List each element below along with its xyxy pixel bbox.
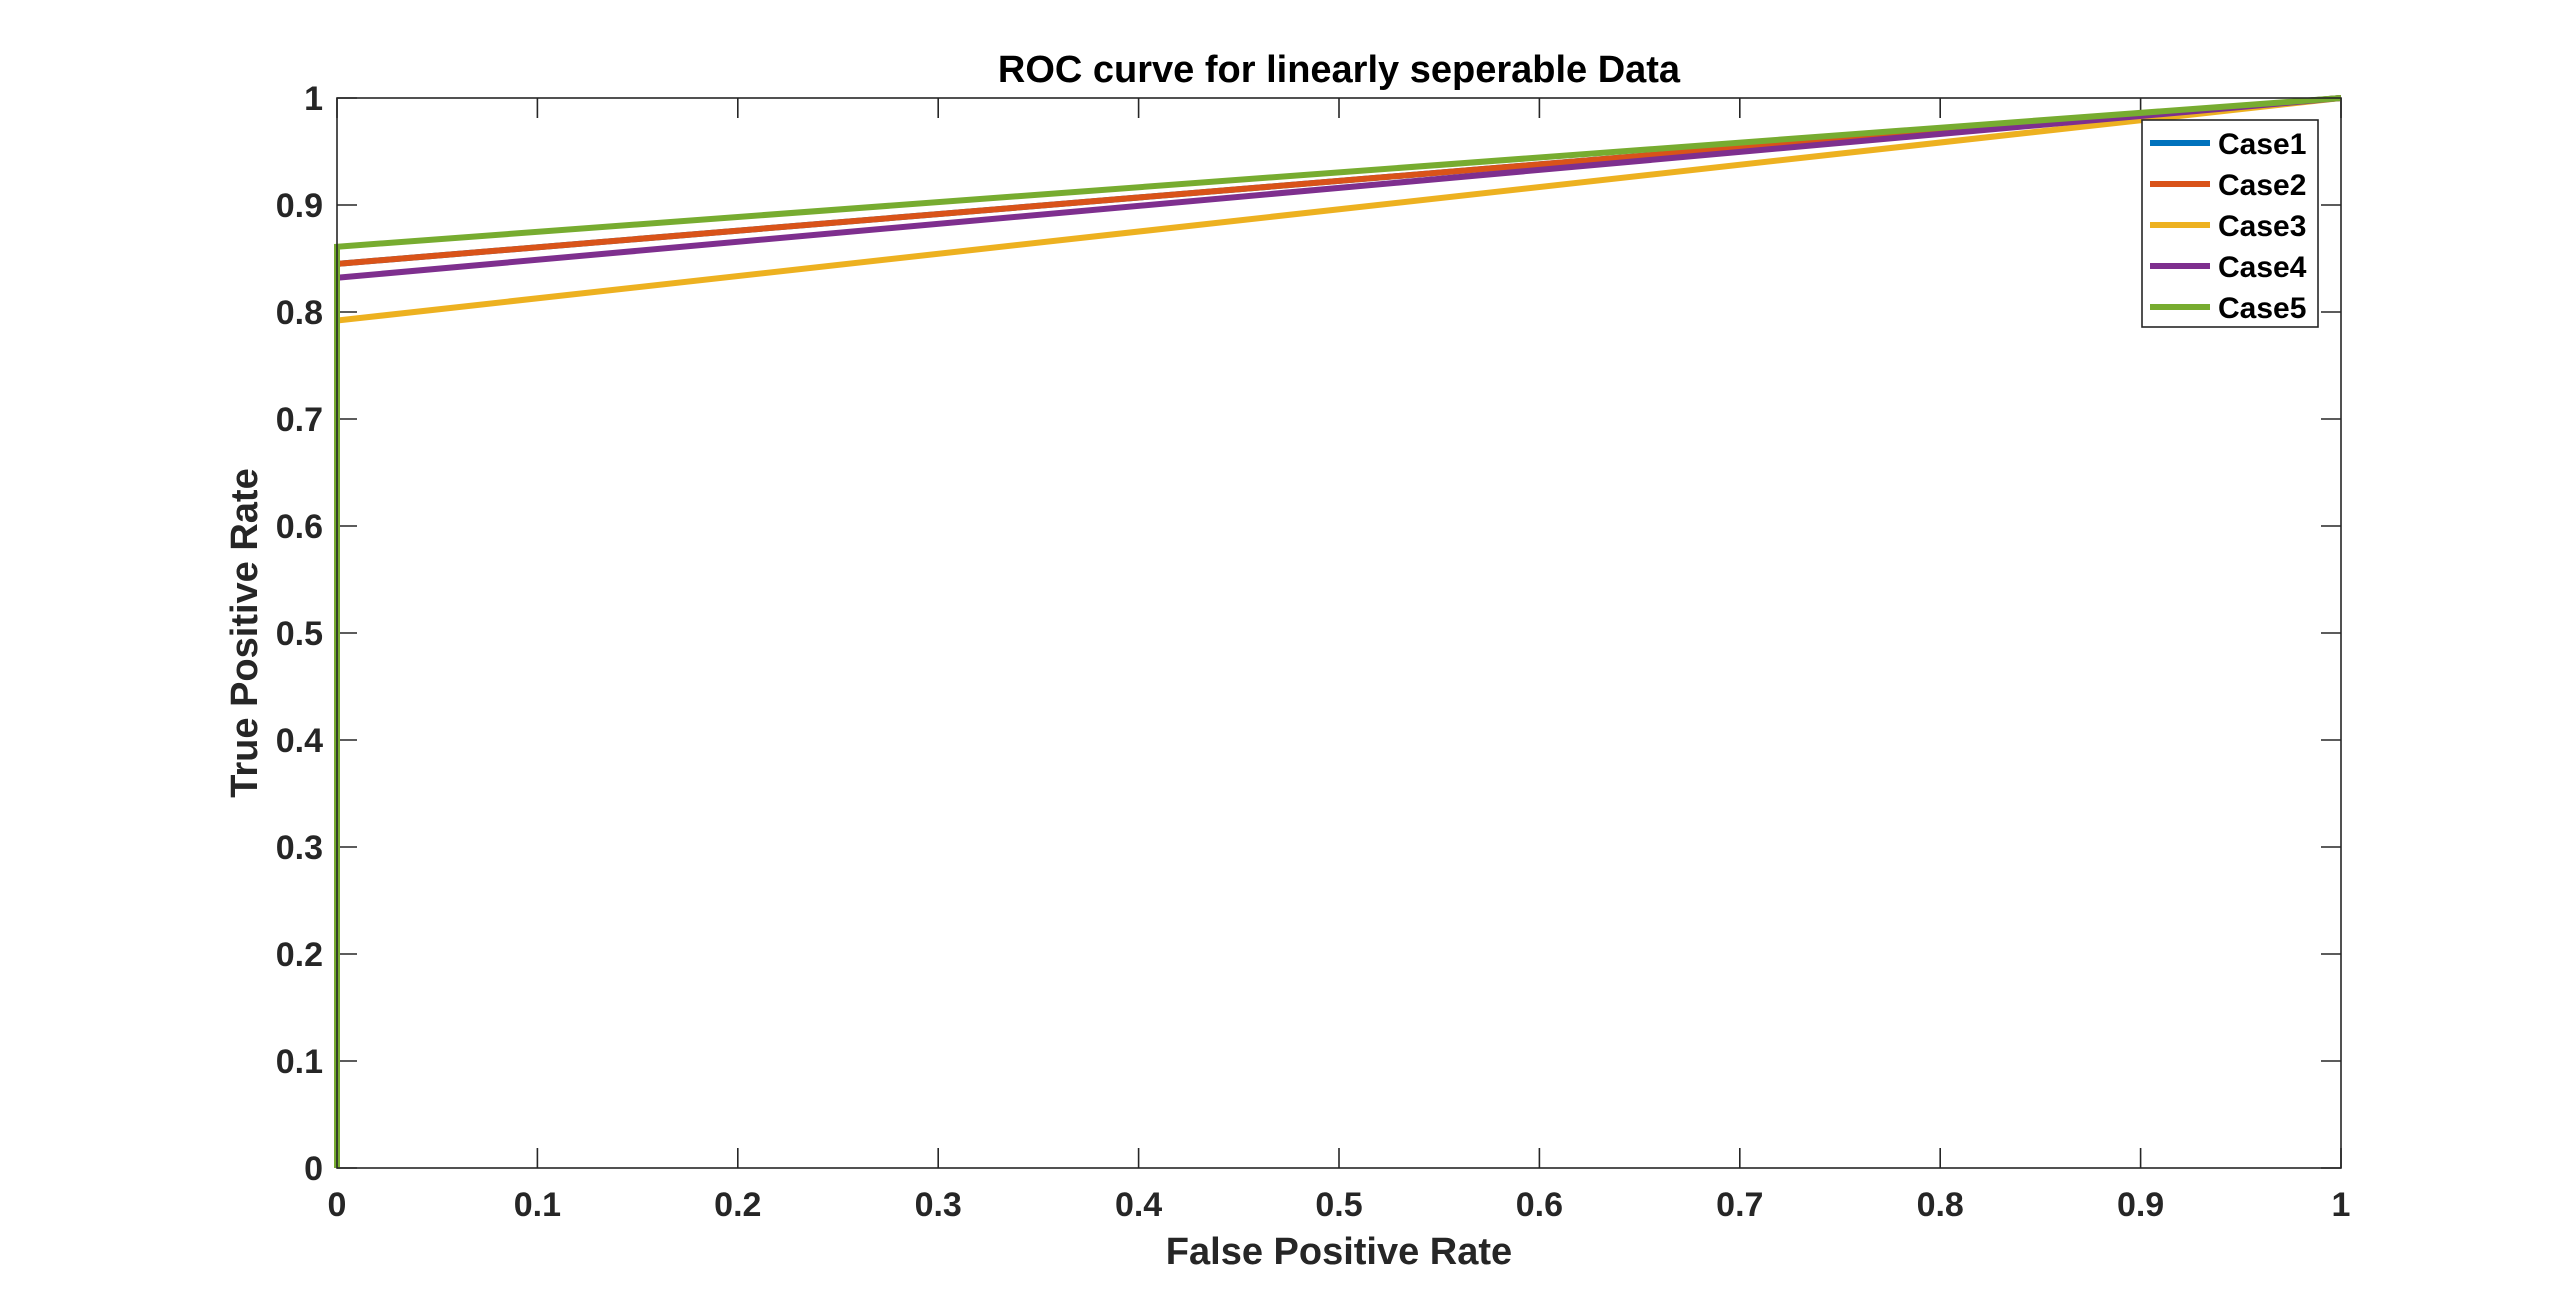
x-tick-label: 0 [328, 1186, 347, 1224]
y-tick-label: 0.4 [276, 722, 323, 760]
x-tick-label: 0.1 [514, 1186, 561, 1224]
y-tick-label: 0.1 [276, 1043, 323, 1081]
legend-label-case5: Case5 [2218, 292, 2306, 325]
y-tick-label: 0.2 [276, 936, 323, 974]
x-tick-label: 0.5 [1315, 1186, 1362, 1224]
x-tick-label: 0.4 [1115, 1186, 1162, 1224]
x-tick-label: 0.6 [1516, 1186, 1563, 1224]
y-tick-label: 0.5 [276, 615, 323, 653]
plot-area-background [337, 98, 2341, 1168]
x-tick-label: 1 [2332, 1186, 2351, 1224]
x-axis-label: False Positive Rate [1166, 1231, 1512, 1273]
y-tick-label: 0 [304, 1150, 323, 1188]
y-tick-label: 0.8 [276, 294, 323, 332]
legend: Case1 Case2 Case3 Case4 Case5 [2141, 119, 2319, 328]
y-tick-label: 0.7 [276, 401, 323, 439]
x-tick-labels: 0 0.1 0.2 0.3 0.4 0.5 0.6 0.7 0.8 0.9 1 [328, 1186, 2351, 1224]
y-tick-label: 1 [304, 80, 323, 118]
x-tick-label: 0.2 [714, 1186, 761, 1224]
plot-area-border [336, 97, 2342, 1169]
y-axis-label: True Positive Rate [224, 468, 266, 797]
y-tick-label: 0.6 [276, 508, 323, 546]
legend-label-case1: Case1 [2218, 128, 2306, 161]
x-tick-label: 0.7 [1716, 1186, 1763, 1224]
x-tick-label: 0.8 [1917, 1186, 1964, 1224]
x-tick-label: 0.3 [915, 1186, 962, 1224]
legend-label-case4: Case4 [2218, 251, 2307, 284]
legend-label-case2: Case2 [2218, 169, 2306, 202]
y-tick-label: 0.3 [276, 829, 323, 867]
y-tick-labels: 0 0.1 0.2 0.3 0.4 0.5 0.6 0.7 0.8 0.9 1 [276, 80, 323, 1188]
chart-title: ROC curve for linearly seperable Data [998, 49, 1681, 91]
legend-items: Case1 Case2 Case3 Case4 Case5 [2150, 128, 2307, 325]
x-tick-label: 0.9 [2117, 1186, 2164, 1224]
legend-label-case3: Case3 [2218, 210, 2306, 243]
y-tick-label: 0.9 [276, 187, 323, 225]
